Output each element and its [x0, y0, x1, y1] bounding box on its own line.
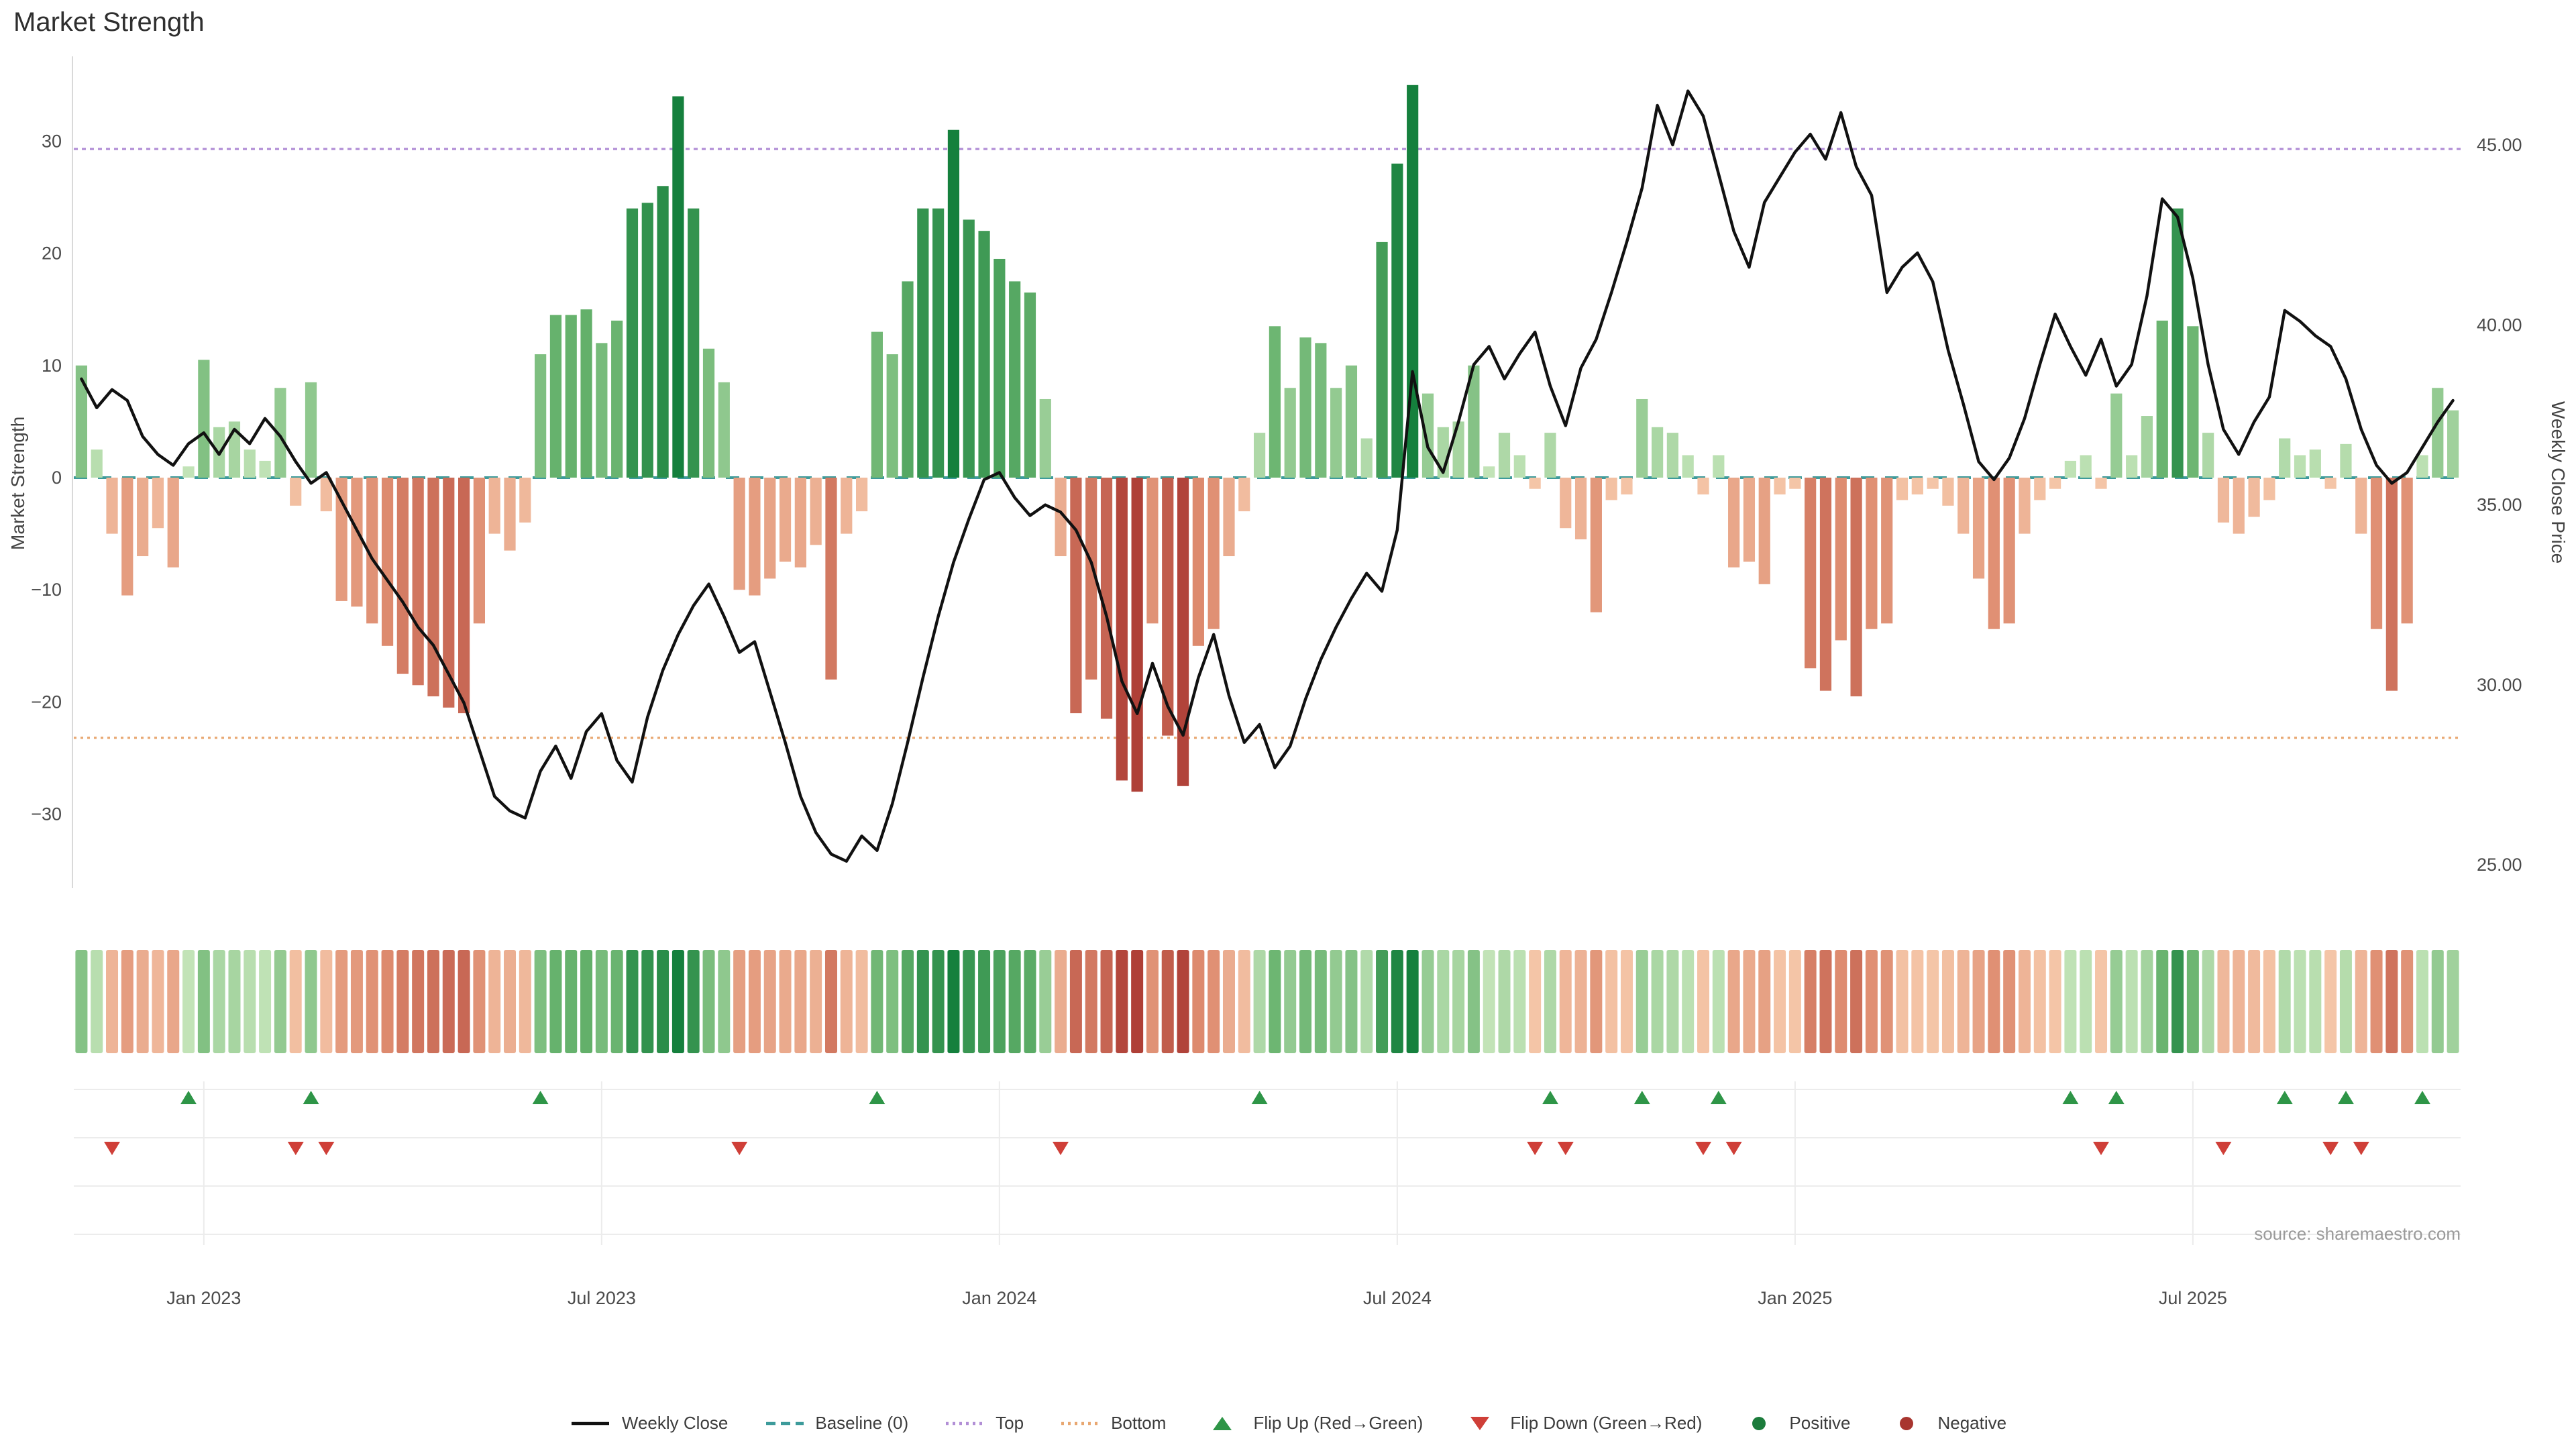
svg-text:20: 20: [42, 244, 62, 264]
triangle-up-swatch-icon: [1213, 1416, 1232, 1430]
svg-text:30.00: 30.00: [2477, 675, 2522, 695]
svg-text:Jul 2024: Jul 2024: [1363, 1288, 1432, 1308]
svg-text:Jul 2025: Jul 2025: [2159, 1288, 2227, 1308]
heat-strip[interactable]: [75, 950, 2459, 1053]
flip-down-triangle-icon: [2215, 1142, 2232, 1155]
flip-down-triangle-icon: [2322, 1142, 2339, 1155]
flip-up-triangle-icon: [2108, 1091, 2125, 1104]
axis-tick-labels: −30 −20 −10 0 10 20 30 25.00 30.00 35.00 40.00 45.0…: [31, 131, 2522, 1308]
legend-item-top[interactable]: Top: [943, 1413, 1024, 1433]
flip-down-markers: [104, 1142, 2369, 1155]
flip-down-triangle-icon: [1053, 1142, 1069, 1155]
svg-text:35.00: 35.00: [2477, 495, 2522, 515]
legend-label: Baseline (0): [815, 1413, 909, 1433]
source-credit: source: sharemaestro.com: [2254, 1224, 2461, 1244]
svg-text:−20: −20: [31, 692, 62, 712]
line-dot-swatch-icon: [946, 1421, 984, 1425]
flip-up-triangle-icon: [869, 1091, 885, 1104]
flip-up-triangle-icon: [2276, 1091, 2293, 1104]
flip-down-triangle-icon: [1725, 1142, 1742, 1155]
triangle-down-swatch-icon: [1470, 1416, 1489, 1430]
svg-text:Jul 2023: Jul 2023: [568, 1288, 636, 1308]
flip-down-triangle-icon: [287, 1142, 304, 1155]
flip-up-markers: [180, 1091, 2430, 1104]
legend-label: Positive: [1789, 1413, 1851, 1433]
line-solid-swatch-icon: [572, 1421, 610, 1425]
reference-lines: [74, 148, 2461, 739]
flip-up-triangle-icon: [532, 1091, 549, 1104]
svg-text:Jan 2025: Jan 2025: [1758, 1288, 1832, 1308]
left-axis-title: Market Strength: [7, 416, 28, 550]
svg-text:25.00: 25.00: [2477, 855, 2522, 875]
svg-text:Jan 2024: Jan 2024: [962, 1288, 1036, 1308]
flip-down-triangle-icon: [2093, 1142, 2109, 1155]
weekly-close-line[interactable]: [80, 89, 2455, 863]
legend-label: Flip Down (Green→Red): [1510, 1413, 1703, 1433]
svg-text:0: 0: [52, 468, 62, 488]
legend-label: Top: [996, 1413, 1024, 1433]
legend-label: Weekly Close: [621, 1413, 729, 1433]
flip-up-triangle-icon: [1710, 1091, 1727, 1104]
legend-item-flip-up-red-green[interactable]: Flip Up (Red→Green): [1201, 1413, 1423, 1433]
flip-up-triangle-icon: [2062, 1091, 2079, 1104]
svg-text:30: 30: [42, 131, 62, 151]
flip-down-triangle-icon: [1695, 1142, 1711, 1155]
page-title: Market Strength: [13, 8, 205, 38]
flip-down-triangle-icon: [2353, 1142, 2369, 1155]
flip-up-triangle-icon: [303, 1091, 319, 1104]
svg-text:40.00: 40.00: [2477, 315, 2522, 335]
marker-panel-grid: [74, 1081, 2461, 1245]
legend-item-positive[interactable]: Positive: [1737, 1413, 1850, 1433]
flip-down-triangle-icon: [731, 1142, 748, 1155]
legend-label: Negative: [1937, 1413, 2007, 1433]
legend-label: Bottom: [1111, 1413, 1167, 1433]
flip-up-triangle-icon: [1542, 1091, 1558, 1104]
legend-item-weekly-close[interactable]: Weekly Close: [570, 1413, 728, 1433]
flip-up-triangle-icon: [1633, 1091, 1650, 1104]
line-dot-swatch-icon: [1061, 1421, 1099, 1425]
flip-down-triangle-icon: [104, 1142, 120, 1155]
flip-down-triangle-icon: [1527, 1142, 1544, 1155]
svg-text:10: 10: [42, 356, 62, 376]
chart-legend: Weekly Close Baseline (0) Top Bottom Flip Up…: [0, 1413, 2576, 1433]
legend-label: Flip Up (Red→Green): [1253, 1413, 1424, 1433]
dot-swatch-icon: [1752, 1416, 1766, 1430]
flip-down-triangle-icon: [318, 1142, 335, 1155]
flip-up-triangle-icon: [180, 1091, 197, 1104]
svg-text:45.00: 45.00: [2477, 135, 2522, 155]
svg-text:Jan 2023: Jan 2023: [166, 1288, 241, 1308]
flip-up-triangle-icon: [2414, 1091, 2430, 1104]
flip-up-triangle-icon: [1251, 1091, 1268, 1104]
svg-text:−10: −10: [31, 580, 62, 600]
right-axis-title: Weekly Close Price: [2548, 401, 2569, 565]
flip-down-triangle-icon: [1557, 1142, 1574, 1155]
strength-bars[interactable]: [75, 85, 2459, 792]
flip-up-triangle-icon: [2338, 1091, 2354, 1104]
legend-item-negative[interactable]: Negative: [1885, 1413, 2006, 1433]
line-dash-swatch-icon: [765, 1421, 804, 1425]
svg-text:−30: −30: [31, 804, 62, 824]
legend-item-flip-down-green-red[interactable]: Flip Down (Green→Red): [1458, 1413, 1702, 1433]
legend-item-bottom[interactable]: Bottom: [1059, 1413, 1166, 1433]
dot-swatch-icon: [1900, 1416, 1914, 1430]
legend-item-baseline-0[interactable]: Baseline (0): [763, 1413, 908, 1433]
